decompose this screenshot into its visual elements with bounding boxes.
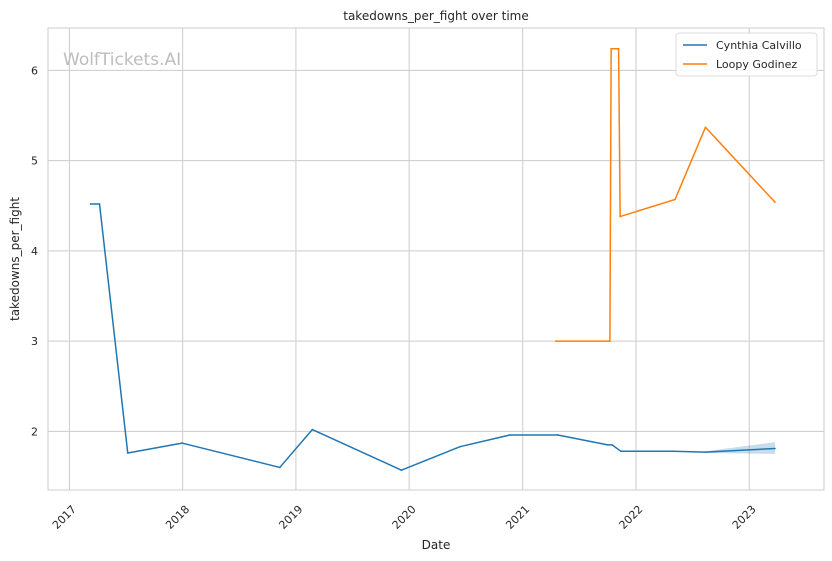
data-point-series-0-1 bbox=[98, 203, 101, 205]
data-point-series-1-1 bbox=[609, 340, 611, 342]
data-point-series-0-10 bbox=[606, 444, 609, 446]
data-point-series-1-6 bbox=[704, 126, 707, 129]
x-axis-label: Date bbox=[422, 538, 451, 552]
x-tick-label: 2019 bbox=[276, 503, 305, 532]
series-line-0 bbox=[90, 203, 776, 471]
y-tick-label: 3 bbox=[31, 335, 38, 348]
data-point-series-0-13 bbox=[672, 450, 674, 452]
x-tick-label: 2023 bbox=[730, 503, 759, 532]
x-tick-label: 2020 bbox=[390, 503, 419, 532]
x-tick-label: 2018 bbox=[163, 503, 192, 532]
legend-label-series-0: Cynthia Calvillo bbox=[716, 39, 802, 52]
plot-area bbox=[47, 27, 825, 491]
data-point-series-0-4 bbox=[278, 466, 281, 469]
y-tick-label: 2 bbox=[31, 425, 38, 438]
y-tick-label: 6 bbox=[31, 64, 38, 77]
data-point-series-0-14 bbox=[704, 451, 707, 453]
data-point-series-0-5 bbox=[311, 428, 314, 431]
y-axis-label: takedowns_per_fight bbox=[8, 197, 22, 321]
data-point-series-1-3 bbox=[617, 47, 620, 50]
data-point-series-0-0 bbox=[89, 203, 92, 205]
chart-title: takedowns_per_fight over time bbox=[343, 9, 529, 23]
y-tick-labels: 2 3 4 5 6 bbox=[31, 64, 38, 438]
y-tick-label: 4 bbox=[31, 245, 38, 258]
watermark: WolfTickets.AI bbox=[63, 50, 181, 70]
data-point-series-0-15 bbox=[774, 447, 776, 450]
data-point-series-0-12 bbox=[619, 450, 622, 452]
data-point-series-1-4 bbox=[619, 215, 621, 218]
legend-label-series-1: Loopy Godinez bbox=[716, 58, 797, 71]
series-lines-layer bbox=[89, 47, 776, 471]
data-point-series-0-2 bbox=[126, 452, 129, 454]
x-tick-labels: 2017 2018 2019 2020 2021 2022 2023 bbox=[50, 503, 759, 532]
x-tick-label: 2021 bbox=[503, 503, 532, 532]
data-point-series-1-7 bbox=[774, 201, 776, 203]
data-point-series-1-2 bbox=[610, 47, 612, 50]
x-tick-label: 2017 bbox=[50, 503, 79, 532]
data-point-series-0-11 bbox=[611, 444, 613, 446]
legend-box bbox=[675, 32, 818, 77]
data-point-series-0-8 bbox=[509, 434, 511, 436]
data-point-series-0-3 bbox=[181, 442, 183, 444]
data-point-series-0-9 bbox=[556, 434, 559, 436]
y-tick-label: 5 bbox=[31, 155, 38, 168]
grid bbox=[48, 28, 824, 490]
data-point-series-1-0 bbox=[554, 340, 557, 342]
data-point-series-0-7 bbox=[459, 445, 461, 448]
legend: Cynthia Calvillo Loopy Godinez bbox=[675, 32, 818, 77]
series-line-1 bbox=[555, 48, 776, 342]
data-point-series-1-5 bbox=[674, 198, 676, 201]
x-tick-label: 2022 bbox=[617, 503, 646, 532]
data-point-series-0-6 bbox=[400, 469, 403, 471]
